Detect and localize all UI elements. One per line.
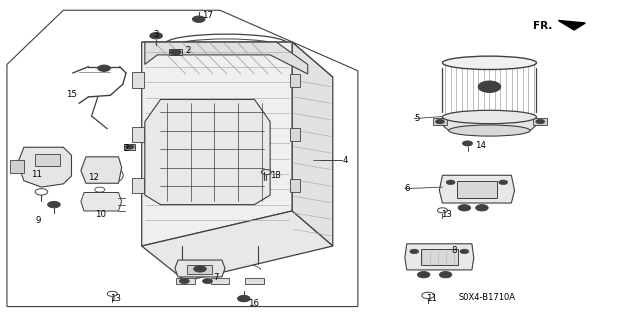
- Polygon shape: [133, 126, 144, 142]
- Polygon shape: [81, 193, 122, 211]
- Ellipse shape: [443, 56, 536, 69]
- Circle shape: [126, 145, 134, 149]
- Polygon shape: [142, 42, 333, 77]
- Polygon shape: [290, 128, 300, 141]
- Polygon shape: [124, 144, 136, 150]
- Polygon shape: [440, 175, 514, 203]
- Text: 13: 13: [441, 210, 452, 219]
- Polygon shape: [245, 278, 264, 284]
- Text: 17: 17: [202, 11, 214, 20]
- Polygon shape: [457, 181, 497, 197]
- Circle shape: [536, 119, 544, 124]
- Circle shape: [179, 278, 189, 284]
- Text: 2: 2: [123, 144, 128, 153]
- Polygon shape: [533, 118, 547, 125]
- Circle shape: [193, 266, 206, 272]
- Circle shape: [460, 249, 468, 254]
- Polygon shape: [440, 116, 539, 131]
- Polygon shape: [558, 20, 585, 30]
- Circle shape: [484, 84, 494, 89]
- Polygon shape: [290, 74, 300, 87]
- Text: 15: 15: [66, 90, 77, 99]
- Text: 13: 13: [270, 172, 281, 180]
- Polygon shape: [18, 147, 72, 187]
- Text: 14: 14: [475, 141, 486, 150]
- Circle shape: [237, 295, 250, 302]
- Text: 11: 11: [426, 294, 436, 303]
- Text: 4: 4: [342, 156, 348, 164]
- Circle shape: [447, 180, 455, 185]
- Polygon shape: [210, 278, 229, 284]
- Text: 9: 9: [35, 216, 41, 225]
- Ellipse shape: [449, 125, 530, 136]
- Polygon shape: [187, 265, 212, 274]
- Polygon shape: [10, 160, 24, 173]
- Text: 2: 2: [185, 45, 191, 55]
- Circle shape: [462, 141, 472, 146]
- Circle shape: [410, 249, 419, 254]
- Polygon shape: [176, 278, 195, 284]
- Circle shape: [458, 204, 470, 211]
- Text: 7: 7: [214, 273, 219, 282]
- Polygon shape: [145, 100, 270, 204]
- Text: 5: 5: [414, 114, 420, 123]
- Polygon shape: [433, 118, 447, 125]
- Polygon shape: [292, 42, 333, 246]
- Polygon shape: [142, 211, 333, 281]
- Polygon shape: [405, 244, 474, 270]
- Ellipse shape: [443, 110, 536, 124]
- Polygon shape: [290, 179, 300, 192]
- Text: 16: 16: [248, 299, 259, 308]
- Circle shape: [478, 81, 501, 92]
- Polygon shape: [145, 42, 308, 74]
- Circle shape: [436, 119, 445, 124]
- Text: 11: 11: [31, 170, 42, 179]
- Circle shape: [418, 271, 430, 278]
- Circle shape: [202, 278, 212, 284]
- Text: FR.: FR.: [533, 21, 552, 31]
- Circle shape: [48, 201, 60, 208]
- Text: 8: 8: [452, 246, 457, 255]
- Circle shape: [150, 33, 163, 39]
- Circle shape: [98, 65, 111, 71]
- Polygon shape: [421, 249, 458, 265]
- Text: 13: 13: [111, 294, 121, 303]
- Circle shape: [192, 16, 205, 22]
- Polygon shape: [81, 157, 122, 183]
- Text: 10: 10: [95, 210, 106, 219]
- Text: 6: 6: [405, 184, 410, 193]
- Polygon shape: [142, 42, 292, 246]
- Polygon shape: [133, 178, 144, 194]
- Polygon shape: [133, 72, 144, 88]
- Circle shape: [440, 271, 452, 278]
- Text: 3: 3: [153, 30, 158, 39]
- Circle shape: [499, 180, 507, 185]
- Text: 12: 12: [89, 173, 99, 182]
- Polygon shape: [175, 260, 225, 277]
- Circle shape: [475, 204, 488, 211]
- Circle shape: [170, 50, 181, 55]
- Polygon shape: [169, 49, 182, 55]
- Text: S0X4-B1710A: S0X4-B1710A: [458, 293, 515, 302]
- Polygon shape: [35, 154, 60, 166]
